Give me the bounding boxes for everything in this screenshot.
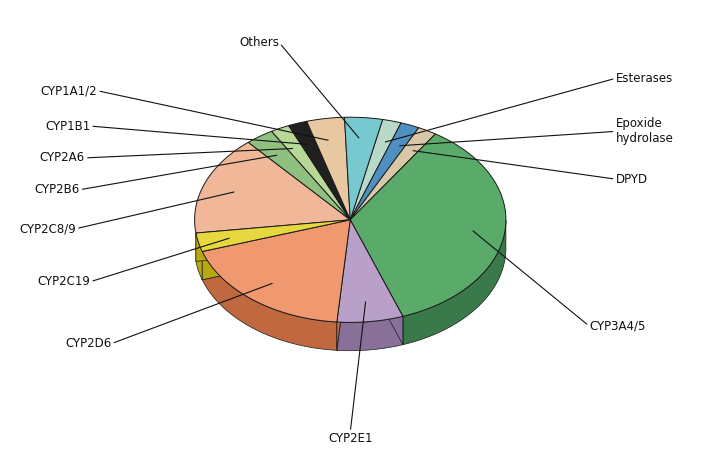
Polygon shape	[202, 220, 350, 280]
Text: Epoxide
hydrolase: Epoxide hydrolase	[616, 117, 673, 145]
Text: CYP2A6: CYP2A6	[40, 152, 85, 164]
Polygon shape	[344, 117, 383, 220]
Polygon shape	[196, 220, 350, 252]
Polygon shape	[307, 117, 350, 220]
Text: CYP3A4/5: CYP3A4/5	[589, 319, 645, 332]
Text: CYP2D6: CYP2D6	[65, 337, 111, 350]
Text: CYP1B1: CYP1B1	[45, 120, 90, 133]
Text: Esterases: Esterases	[616, 72, 673, 85]
Polygon shape	[248, 131, 350, 220]
Polygon shape	[350, 220, 403, 345]
Text: Others: Others	[239, 37, 280, 49]
Polygon shape	[196, 233, 202, 280]
Polygon shape	[194, 142, 350, 233]
Polygon shape	[196, 220, 350, 261]
Text: CYP2C19: CYP2C19	[37, 275, 90, 288]
Text: CYP1A1/2: CYP1A1/2	[41, 84, 98, 97]
Polygon shape	[289, 121, 350, 220]
Text: CYP2B6: CYP2B6	[34, 183, 80, 196]
Polygon shape	[403, 220, 506, 345]
Text: DPYD: DPYD	[616, 172, 647, 186]
Polygon shape	[337, 220, 403, 323]
Polygon shape	[350, 128, 435, 220]
Text: CYP2C8/9: CYP2C8/9	[19, 222, 76, 235]
Polygon shape	[202, 220, 350, 322]
Polygon shape	[350, 123, 419, 220]
Polygon shape	[350, 120, 401, 220]
Polygon shape	[202, 252, 337, 351]
Polygon shape	[350, 220, 403, 345]
Polygon shape	[272, 125, 350, 220]
Polygon shape	[202, 220, 350, 280]
Polygon shape	[337, 316, 403, 351]
Text: CYP2E1: CYP2E1	[328, 432, 373, 445]
Polygon shape	[337, 220, 350, 351]
Polygon shape	[337, 220, 350, 351]
Polygon shape	[350, 134, 506, 316]
